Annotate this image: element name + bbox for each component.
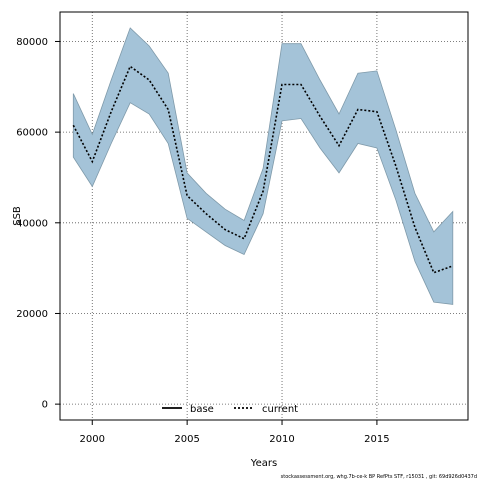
series-current-line [72,65,454,274]
y-tick-label: 80000 [16,37,48,48]
x-tick-label: 2000 [80,434,105,445]
x-tick-label: 2005 [174,434,199,445]
footer-note: stockassessment.org, whg.7b-ce-k BP RefP… [281,474,477,480]
y-tick-label: 60000 [16,128,48,139]
y-tick-label: 40000 [16,218,48,229]
x-tick-label: 2010 [269,434,294,445]
x-axis-title: Years [250,458,277,469]
confidence-band [72,27,454,305]
y-tick-label: 0 [42,400,48,411]
series-lines [72,65,454,274]
x-axis: 2000 2005 2010 2015 [80,420,390,445]
legend: base current [162,404,298,415]
y-tick-label: 20000 [16,309,48,320]
plot-frame [59,11,469,421]
legend-current-label: current [262,404,298,415]
y-axis: 0 20000 40000 60000 80000 [16,37,60,411]
x-tick-label: 2015 [364,434,389,445]
y-axis-title: SSB [12,206,23,226]
legend-base-label: base [190,404,214,415]
